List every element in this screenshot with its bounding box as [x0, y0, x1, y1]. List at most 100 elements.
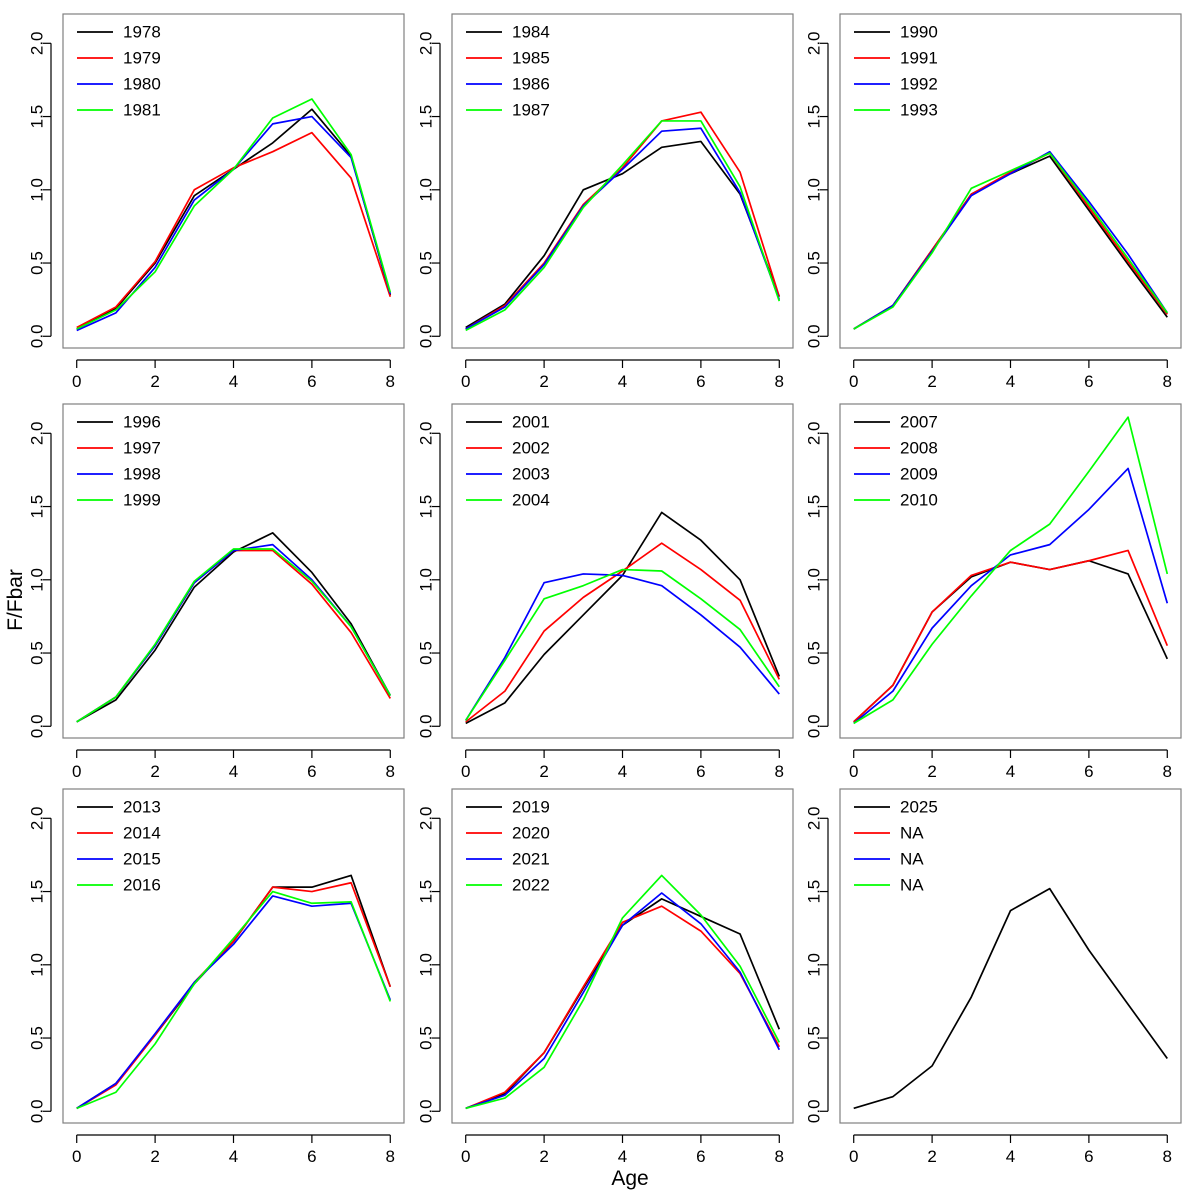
legend-label-1999: 1999: [123, 491, 161, 510]
x-tick-label: 0: [849, 762, 858, 781]
panel-border: [839, 13, 1182, 349]
y-tick-label: 0.0: [805, 714, 824, 738]
legend-label-2022: 2022: [512, 876, 550, 895]
x-tick-label: 2: [927, 1147, 936, 1166]
x-tick-label: 8: [386, 762, 395, 781]
legend-label-1993: 1993: [900, 101, 938, 120]
panel-border: [62, 13, 405, 349]
legend-label-1980: 1980: [123, 75, 161, 94]
y-tick-label: 0.0: [417, 714, 436, 738]
legend-label-2015: 2015: [123, 850, 161, 869]
series-line-1992: [853, 150, 1168, 330]
x-tick-label: 2: [150, 372, 159, 391]
series-line-1981: [76, 98, 392, 330]
series-line-1987: [465, 120, 781, 332]
x-tick-label: 6: [307, 372, 316, 391]
legend-label-1987: 1987: [512, 101, 550, 120]
legend-label-NA: NA: [900, 850, 924, 869]
y-tick-label: 0.5: [28, 641, 47, 665]
x-tick-label: 4: [1006, 762, 1015, 781]
y-tick-label: 0.5: [417, 1026, 436, 1050]
legend-label-2013: 2013: [123, 798, 161, 817]
x-tick-label: 0: [849, 1147, 858, 1166]
x-tick-label: 0: [72, 372, 81, 391]
y-tick-label: 0.5: [417, 641, 436, 665]
y-tick-label: 1.5: [805, 495, 824, 519]
y-tick-label: 1.0: [417, 178, 436, 202]
y-tick-label: 2.0: [805, 806, 824, 830]
legend-label-2003: 2003: [512, 465, 550, 484]
legend-label-1984: 1984: [512, 23, 550, 42]
legend-label-1986: 1986: [512, 75, 550, 94]
panel-5: 0 2 4 6 8 0.0 0.5 1.0 1.5 2.0 2007 2008 2009 2010: [805, 403, 1182, 781]
panel-border: [839, 788, 1182, 1124]
x-tick-label: 4: [229, 762, 238, 781]
x-tick-label: 2: [539, 1147, 548, 1166]
x-tick-label: 0: [72, 1147, 81, 1166]
y-tick-label: 0.0: [417, 1099, 436, 1123]
panel-border: [451, 403, 794, 739]
legend-label-1978: 1978: [123, 23, 161, 42]
series-line-2002: [465, 542, 781, 723]
y-tick-label: 0.0: [417, 324, 436, 348]
series-line-2016: [76, 890, 392, 1110]
panel-border: [62, 403, 405, 739]
x-tick-label: 8: [1163, 762, 1172, 781]
series-line-1986: [465, 127, 781, 330]
x-tick-label: 2: [539, 372, 548, 391]
x-tick-label: 0: [72, 762, 81, 781]
x-tick-label: 6: [1084, 1147, 1093, 1166]
panel-1: 0 2 4 6 8 0.0 0.5 1.0 1.5 2.0 1984 1985 1986 1987: [417, 13, 794, 391]
series-line-1985: [465, 111, 781, 330]
series-line-2003: [464, 573, 780, 721]
y-tick-label: 2.0: [417, 806, 436, 830]
y-tick-label: 0.5: [805, 251, 824, 275]
y-tick-label: 0.5: [28, 251, 47, 275]
y-tick-label: 2.0: [28, 806, 47, 830]
y-tick-label: 1.0: [805, 953, 824, 977]
x-tick-label: 4: [1006, 372, 1015, 391]
legend-label-NA: NA: [900, 876, 924, 895]
panel-border: [451, 13, 794, 349]
legend-label-NA: NA: [900, 824, 924, 843]
legend-label-1991: 1991: [900, 49, 938, 68]
x-tick-label: 6: [696, 762, 705, 781]
y-tick-label: 1.0: [28, 178, 47, 202]
series-line-2021: [465, 892, 781, 1110]
series-line-2025: [853, 887, 1168, 1110]
legend-label-1997: 1997: [123, 439, 161, 458]
y-tick-label: 1.0: [28, 568, 47, 592]
x-tick-label: 4: [229, 1147, 238, 1166]
legend-label-2002: 2002: [512, 439, 550, 458]
series-line-1984: [465, 140, 781, 329]
y-tick-label: 1.0: [805, 178, 824, 202]
y-tick-label: 1.5: [417, 495, 436, 519]
y-tick-label: 1.5: [805, 105, 824, 129]
y-tick-label: 1.0: [28, 953, 47, 977]
x-tick-label: 4: [229, 372, 238, 391]
panel-border: [451, 788, 794, 1124]
panel-grid: 0 2 4 6 8 0.0 0.5 1.0 1.5 2.0 1978 1979 1980 1981 0 2 4 6…: [28, 13, 1182, 1166]
y-tick-label: 0.5: [805, 641, 824, 665]
x-tick-label: 2: [150, 1147, 159, 1166]
legend-label-2008: 2008: [900, 439, 938, 458]
y-tick-label: 2.0: [417, 31, 436, 55]
series-line-1979: [76, 131, 392, 329]
x-tick-label: 6: [1084, 762, 1093, 781]
legend-label-1981: 1981: [123, 101, 161, 120]
y-tick-label: 2.0: [417, 421, 436, 445]
series-line-1996: [76, 532, 392, 723]
panel-7: 0 2 4 6 8 0.0 0.5 1.0 1.5 2.0 2019 2020 2021 2022: [417, 788, 794, 1166]
x-tick-label: 0: [461, 762, 470, 781]
x-tick-label: 8: [1163, 372, 1172, 391]
legend-label-1990: 1990: [900, 23, 938, 42]
x-tick-label: 8: [775, 372, 784, 391]
legend-label-2001: 2001: [512, 413, 550, 432]
y-tick-label: 0.0: [805, 1099, 824, 1123]
x-tick-label: 2: [927, 762, 936, 781]
y-tick-label: 1.5: [28, 105, 47, 129]
y-tick-label: 2.0: [805, 421, 824, 445]
legend-label-2020: 2020: [512, 824, 550, 843]
